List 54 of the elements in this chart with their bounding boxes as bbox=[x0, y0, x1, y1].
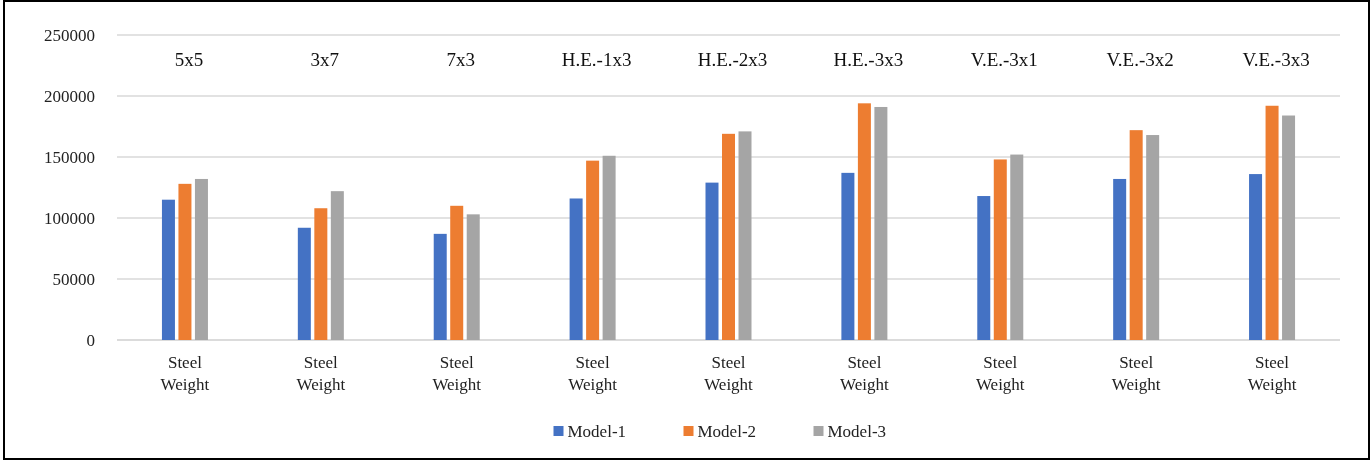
bar bbox=[161, 199, 175, 340]
legend-label: Model-2 bbox=[697, 421, 757, 441]
bar bbox=[738, 131, 752, 340]
x-tick-label: Steel Weight bbox=[296, 353, 346, 394]
y-tick-label: 250000 bbox=[44, 25, 95, 45]
y-tick-label: 50000 bbox=[52, 269, 95, 289]
bar bbox=[874, 106, 888, 340]
bar bbox=[1265, 105, 1279, 340]
x-tick-label: Steel Weight bbox=[568, 353, 618, 394]
x-tick-label: Steel Weight bbox=[975, 353, 1025, 394]
annotation: V.E.-3x2 bbox=[1106, 49, 1174, 70]
bar bbox=[1146, 135, 1160, 340]
x-tick-label: Steel Weight bbox=[432, 353, 482, 394]
bar bbox=[178, 183, 192, 340]
bar bbox=[569, 198, 583, 340]
legend-label: Model-1 bbox=[567, 421, 627, 441]
bar bbox=[450, 205, 464, 340]
bar bbox=[586, 160, 600, 340]
bar bbox=[314, 208, 328, 340]
bar bbox=[841, 172, 855, 340]
annotation: H.E.-2x3 bbox=[697, 49, 768, 70]
bar bbox=[297, 227, 311, 340]
x-tick-label: Steel Weight bbox=[704, 353, 754, 394]
bar bbox=[433, 233, 447, 340]
x-tick-label: Steel Weight bbox=[1247, 353, 1297, 394]
x-tick-label: Steel Weight bbox=[160, 353, 210, 394]
y-tick-label: 150000 bbox=[44, 147, 95, 167]
bar bbox=[466, 214, 480, 340]
bar bbox=[722, 133, 735, 340]
annotation: H.E.-3x3 bbox=[833, 49, 904, 70]
bar bbox=[1249, 174, 1263, 340]
bar bbox=[993, 159, 1007, 340]
y-tick-label: 200000 bbox=[44, 86, 95, 106]
bar bbox=[1129, 130, 1143, 340]
bar bbox=[705, 182, 719, 340]
annotation: 7x3 bbox=[446, 49, 475, 70]
x-tick-label: Steel Weight bbox=[1111, 353, 1161, 394]
bar bbox=[330, 191, 344, 340]
y-tick-label: 0 bbox=[86, 330, 95, 350]
bar bbox=[977, 196, 991, 340]
bar bbox=[602, 155, 616, 340]
bar bbox=[1113, 178, 1127, 340]
bar bbox=[857, 103, 871, 340]
annotation: 5x5 bbox=[174, 49, 204, 70]
annotation: V.E.-3x3 bbox=[1242, 49, 1310, 70]
bar bbox=[194, 178, 208, 340]
x-tick-label: Steel Weight bbox=[840, 353, 889, 394]
annotation: V.E.-3x1 bbox=[970, 49, 1038, 70]
annotation: 3x7 bbox=[310, 49, 340, 70]
y-tick-label: 100000 bbox=[44, 208, 95, 228]
legend-label: Model-3 bbox=[827, 421, 887, 441]
annotation: H.E.-1x3 bbox=[561, 49, 632, 70]
bar bbox=[1010, 154, 1024, 340]
bar bbox=[1282, 115, 1296, 340]
